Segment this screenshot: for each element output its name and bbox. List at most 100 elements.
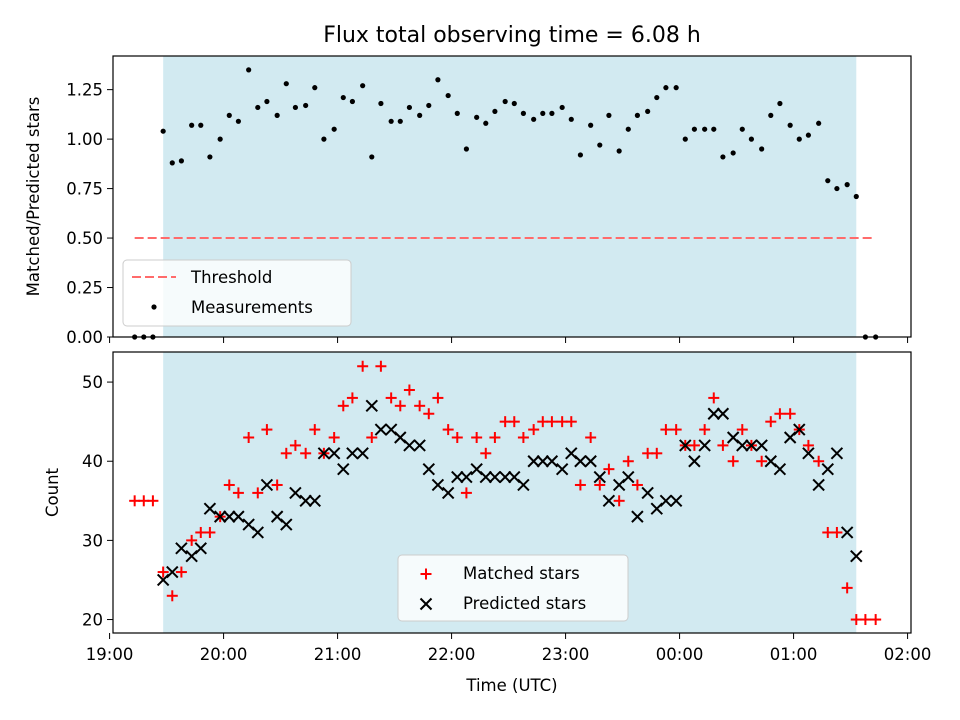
predicted-star-point: [527, 455, 540, 468]
matched-star-point: [670, 424, 682, 436]
matched-star-point: [271, 479, 283, 491]
cross-b: [498, 470, 512, 484]
cross-b: [840, 526, 854, 539]
cross-b: [337, 462, 350, 476]
matched-star-point: [385, 392, 397, 404]
predicted-star-point: [802, 447, 815, 460]
cross-b: [194, 542, 207, 555]
top-y-axis-label: Matched/Predicted stars: [24, 97, 43, 297]
predicted-star-point: [716, 407, 730, 420]
top-y-tick-label: 0.25: [66, 279, 103, 298]
matched-star-point: [423, 408, 435, 420]
predicted-star-point: [374, 423, 388, 436]
measurement-point: [246, 67, 252, 73]
matched-star-point: [403, 384, 415, 396]
measurement-point: [559, 104, 565, 111]
matched-star-point: [471, 431, 483, 443]
cross-b: [299, 494, 312, 508]
measurement-point: [748, 136, 755, 142]
predicted-star-point: [830, 447, 844, 460]
predicted-star-point: [840, 526, 854, 539]
measurement-point: [606, 112, 612, 118]
predicted-star-point: [517, 478, 530, 492]
top-y-tick-label: 1.25: [66, 81, 103, 100]
cross-b: [260, 478, 274, 492]
predicted-star-point: [659, 494, 673, 508]
bottom-x-tick-label: 20:00: [200, 645, 248, 664]
matched-star-point: [346, 392, 358, 404]
cross-b: [641, 486, 654, 500]
bottom-y-axis-label: Count: [43, 467, 62, 517]
cross-b: [451, 470, 464, 484]
matched-star-point: [451, 431, 463, 443]
matched-star-point: [613, 495, 625, 507]
top-y-tick-label: 0.00: [66, 328, 103, 347]
predicted-star-point: [545, 455, 559, 468]
predicted-star-point: [175, 542, 188, 555]
cross-b: [527, 455, 540, 468]
cross-b: [802, 447, 815, 460]
measurement-point: [312, 85, 318, 91]
cross-b: [223, 510, 236, 523]
bottom-x-tick-label: 02:00: [884, 645, 932, 664]
measurement-point: [616, 148, 622, 154]
legend-plus-marker: [420, 568, 432, 580]
cross-b: [517, 478, 530, 492]
cross-b: [365, 399, 378, 413]
cross-b: [166, 565, 179, 579]
bottom-x-tick-label: 00:00: [656, 645, 704, 664]
cross-b: [317, 447, 331, 460]
matched-star-point: [546, 416, 558, 428]
measurement-point: [511, 100, 517, 107]
measurement-point: [160, 128, 166, 134]
matched-star-point: [574, 479, 586, 491]
matched-star-point: [831, 526, 843, 538]
matched-star-point: [508, 416, 520, 428]
cross-b: [679, 439, 692, 452]
predicted-star-point: [451, 470, 464, 484]
predicted-star-point: [413, 439, 426, 452]
cross-b: [270, 510, 284, 523]
matched-star-point: [252, 487, 264, 499]
measurement-point: [235, 118, 241, 124]
measurement-point: [226, 112, 232, 118]
cross-b: [755, 439, 768, 452]
predicted-star-point: [622, 470, 635, 484]
predicted-star-point: [498, 470, 512, 484]
predicted-star-point: [812, 478, 825, 492]
legend-measurements-swatch: [151, 304, 157, 310]
predicted-star-point: [584, 455, 597, 468]
bottom-y-tick-label: 30: [82, 531, 103, 550]
cross-b: [403, 439, 416, 452]
predicted-star-point: [755, 439, 768, 452]
cross-b: [565, 447, 578, 460]
matched-star-point: [565, 416, 577, 428]
bottom-panel-marks-layer: [129, 360, 882, 626]
top-panel: 0.00 0.25 0.50 0.75 1.00 1.25 Flux total obse…: [24, 23, 912, 347]
measurement-point: [435, 77, 441, 83]
predicted-star-point: [736, 439, 749, 452]
predicted-star-point: [356, 447, 369, 460]
measurement-point: [369, 154, 375, 160]
measurement-point: [388, 118, 394, 124]
measurement-point: [711, 126, 717, 132]
cross-b: [793, 423, 806, 436]
measurement-point: [169, 160, 175, 166]
predicted-star-point: [555, 462, 569, 476]
predicted-star-point: [641, 486, 654, 500]
bottom-y-tick-label: 40: [82, 452, 103, 471]
predicted-star-point: [232, 510, 245, 523]
matched-star-point: [394, 400, 406, 412]
measurement-point: [463, 146, 469, 152]
matched-star-point: [765, 416, 777, 428]
measurement-point: [520, 110, 527, 116]
matched-star-point: [736, 424, 748, 436]
predicted-star-point: [166, 565, 179, 579]
predicted-star-point: [365, 399, 378, 413]
measurement-point: [730, 150, 736, 156]
measurement-point: [445, 92, 451, 99]
predicted-star-point: [574, 455, 587, 468]
matched-star-point: [300, 447, 312, 459]
matched-star-point: [157, 566, 169, 578]
